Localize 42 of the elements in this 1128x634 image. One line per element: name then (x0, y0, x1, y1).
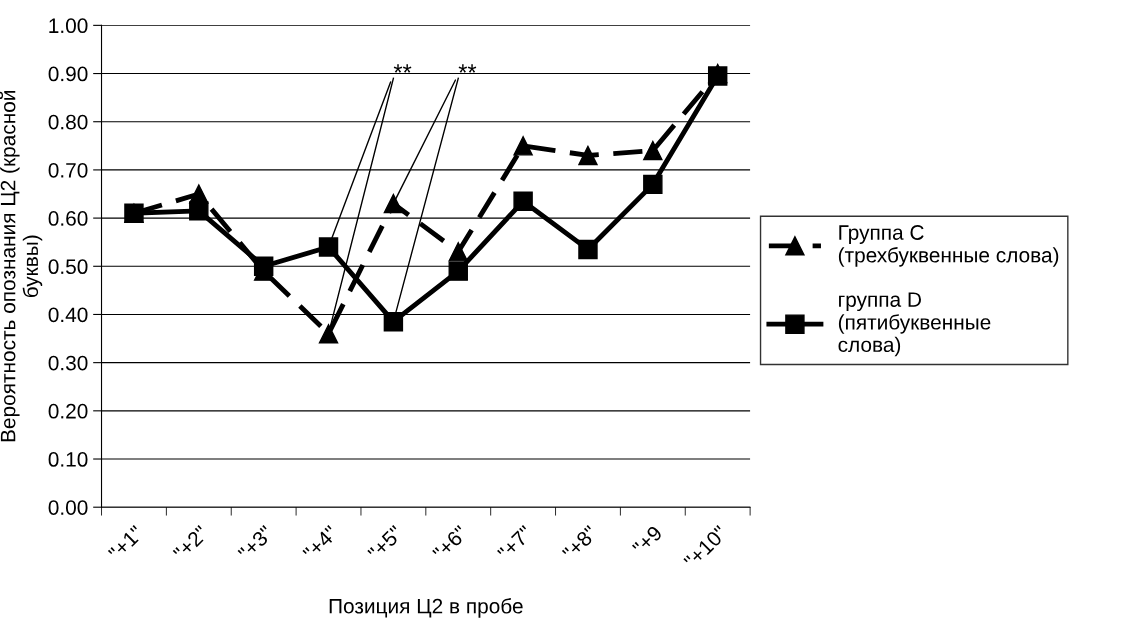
y-axis-title: Вероятность опознания Ц2 (красной буквы) (0, 91, 43, 442)
point (189, 201, 209, 221)
x-tick-label: "+9 (631, 524, 663, 557)
y-tick-label: 0.60 (48, 211, 88, 226)
x-tick-label: "+7" (497, 525, 534, 562)
point (448, 242, 468, 262)
point (318, 237, 339, 257)
y-tick-label: 0.30 (48, 355, 88, 371)
point (513, 136, 533, 156)
x-tick-label: "+5" (367, 525, 404, 562)
point (448, 261, 468, 281)
y-tick-label: 0.70 (48, 162, 88, 178)
y-tick-label: 1.00 (49, 18, 88, 34)
x-tick-label: "+8" (561, 524, 599, 562)
x-tick-label: "+4" (302, 525, 339, 562)
point (578, 239, 598, 260)
x-axis-title: Позиция Ц2 в пробе (329, 598, 523, 618)
point (318, 324, 339, 344)
point (383, 311, 404, 332)
y-tick-label: 0.90 (48, 66, 88, 82)
point (383, 193, 404, 214)
y-tick-label: 0.50 (48, 259, 88, 275)
legend-label: группа D (пятибуквенные слова) (838, 292, 991, 357)
annotation: ** (393, 64, 412, 73)
y-tick-label: 0.40 (48, 307, 88, 323)
point (707, 66, 728, 86)
annotation: ** (458, 64, 477, 73)
point (253, 256, 274, 277)
point (578, 145, 598, 166)
point (124, 203, 144, 224)
y-tick-label: 0.80 (48, 114, 88, 130)
y-tick-label: 0.10 (48, 452, 88, 467)
point (513, 191, 533, 211)
x-tick-label: "+6" (432, 524, 469, 562)
x-tick-label: "+1" (107, 525, 144, 562)
point (643, 140, 663, 161)
x-tick-label: "+2" (172, 524, 209, 562)
x-tick-label: "+3" (237, 524, 274, 562)
y-tick-label: 0.20 (48, 403, 88, 419)
point (643, 174, 663, 195)
y-tick-label: 0.00 (48, 500, 88, 515)
legend-label: Группа С (трехбуквенные слова) (838, 225, 1059, 267)
